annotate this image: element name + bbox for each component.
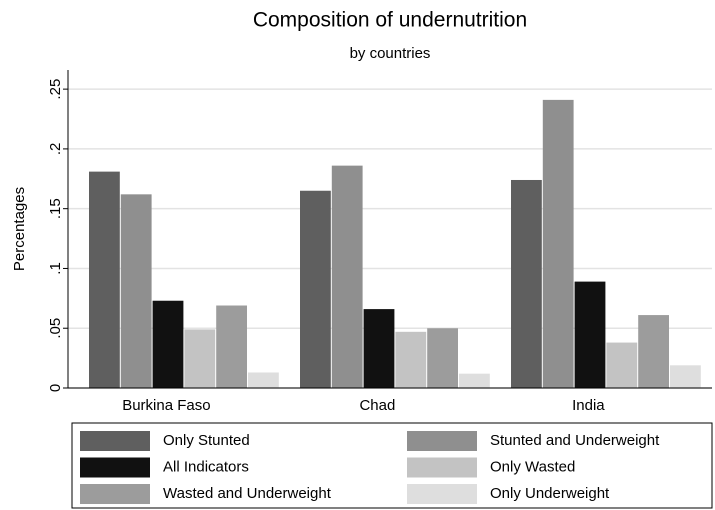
bar	[606, 342, 638, 388]
bar	[574, 281, 606, 388]
y-axis-title: Percentages	[11, 187, 28, 271]
bar	[670, 365, 701, 388]
legend-label: Only Stunted	[163, 432, 250, 449]
legend-label: All Indicators	[163, 458, 249, 475]
legend-box	[71, 422, 713, 509]
legend-swatch	[80, 484, 150, 504]
legend-label: Stunted and Underweight	[490, 432, 660, 449]
y-tick-label: .2	[47, 143, 64, 156]
bar	[331, 165, 363, 388]
legend-label: Only Underweight	[490, 485, 610, 502]
bar	[152, 300, 184, 388]
y-tick-label: .25	[47, 79, 64, 100]
bar	[248, 372, 279, 388]
bar	[216, 305, 247, 388]
x-tick-label: Chad	[359, 397, 395, 414]
legend-label: Only Wasted	[490, 458, 575, 475]
bar	[89, 171, 120, 388]
bar	[120, 194, 152, 388]
bar	[638, 315, 669, 388]
bar	[427, 328, 458, 388]
chart-subtitle: by countries	[350, 45, 431, 62]
legend-swatch	[407, 457, 477, 478]
bar	[459, 373, 490, 388]
y-tick-label: 0	[47, 384, 64, 392]
bar	[363, 309, 395, 388]
x-tick-label: India	[572, 397, 605, 414]
bar	[184, 329, 216, 388]
y-tick-label: .1	[47, 262, 64, 275]
legend-label: Wasted and Underweight	[163, 485, 332, 502]
chart-title: Composition of undernutrition	[253, 9, 527, 32]
y-tick-label: .05	[47, 318, 64, 339]
bar	[395, 331, 427, 388]
legend-swatch	[80, 431, 150, 451]
bar	[300, 190, 331, 388]
legend-swatch	[80, 457, 150, 478]
x-tick-label: Burkina Faso	[122, 397, 210, 414]
bar	[542, 99, 574, 389]
legend-swatch	[407, 484, 477, 504]
bar	[511, 179, 542, 388]
y-tick-label: .15	[47, 198, 64, 219]
legend-swatch	[407, 431, 477, 451]
